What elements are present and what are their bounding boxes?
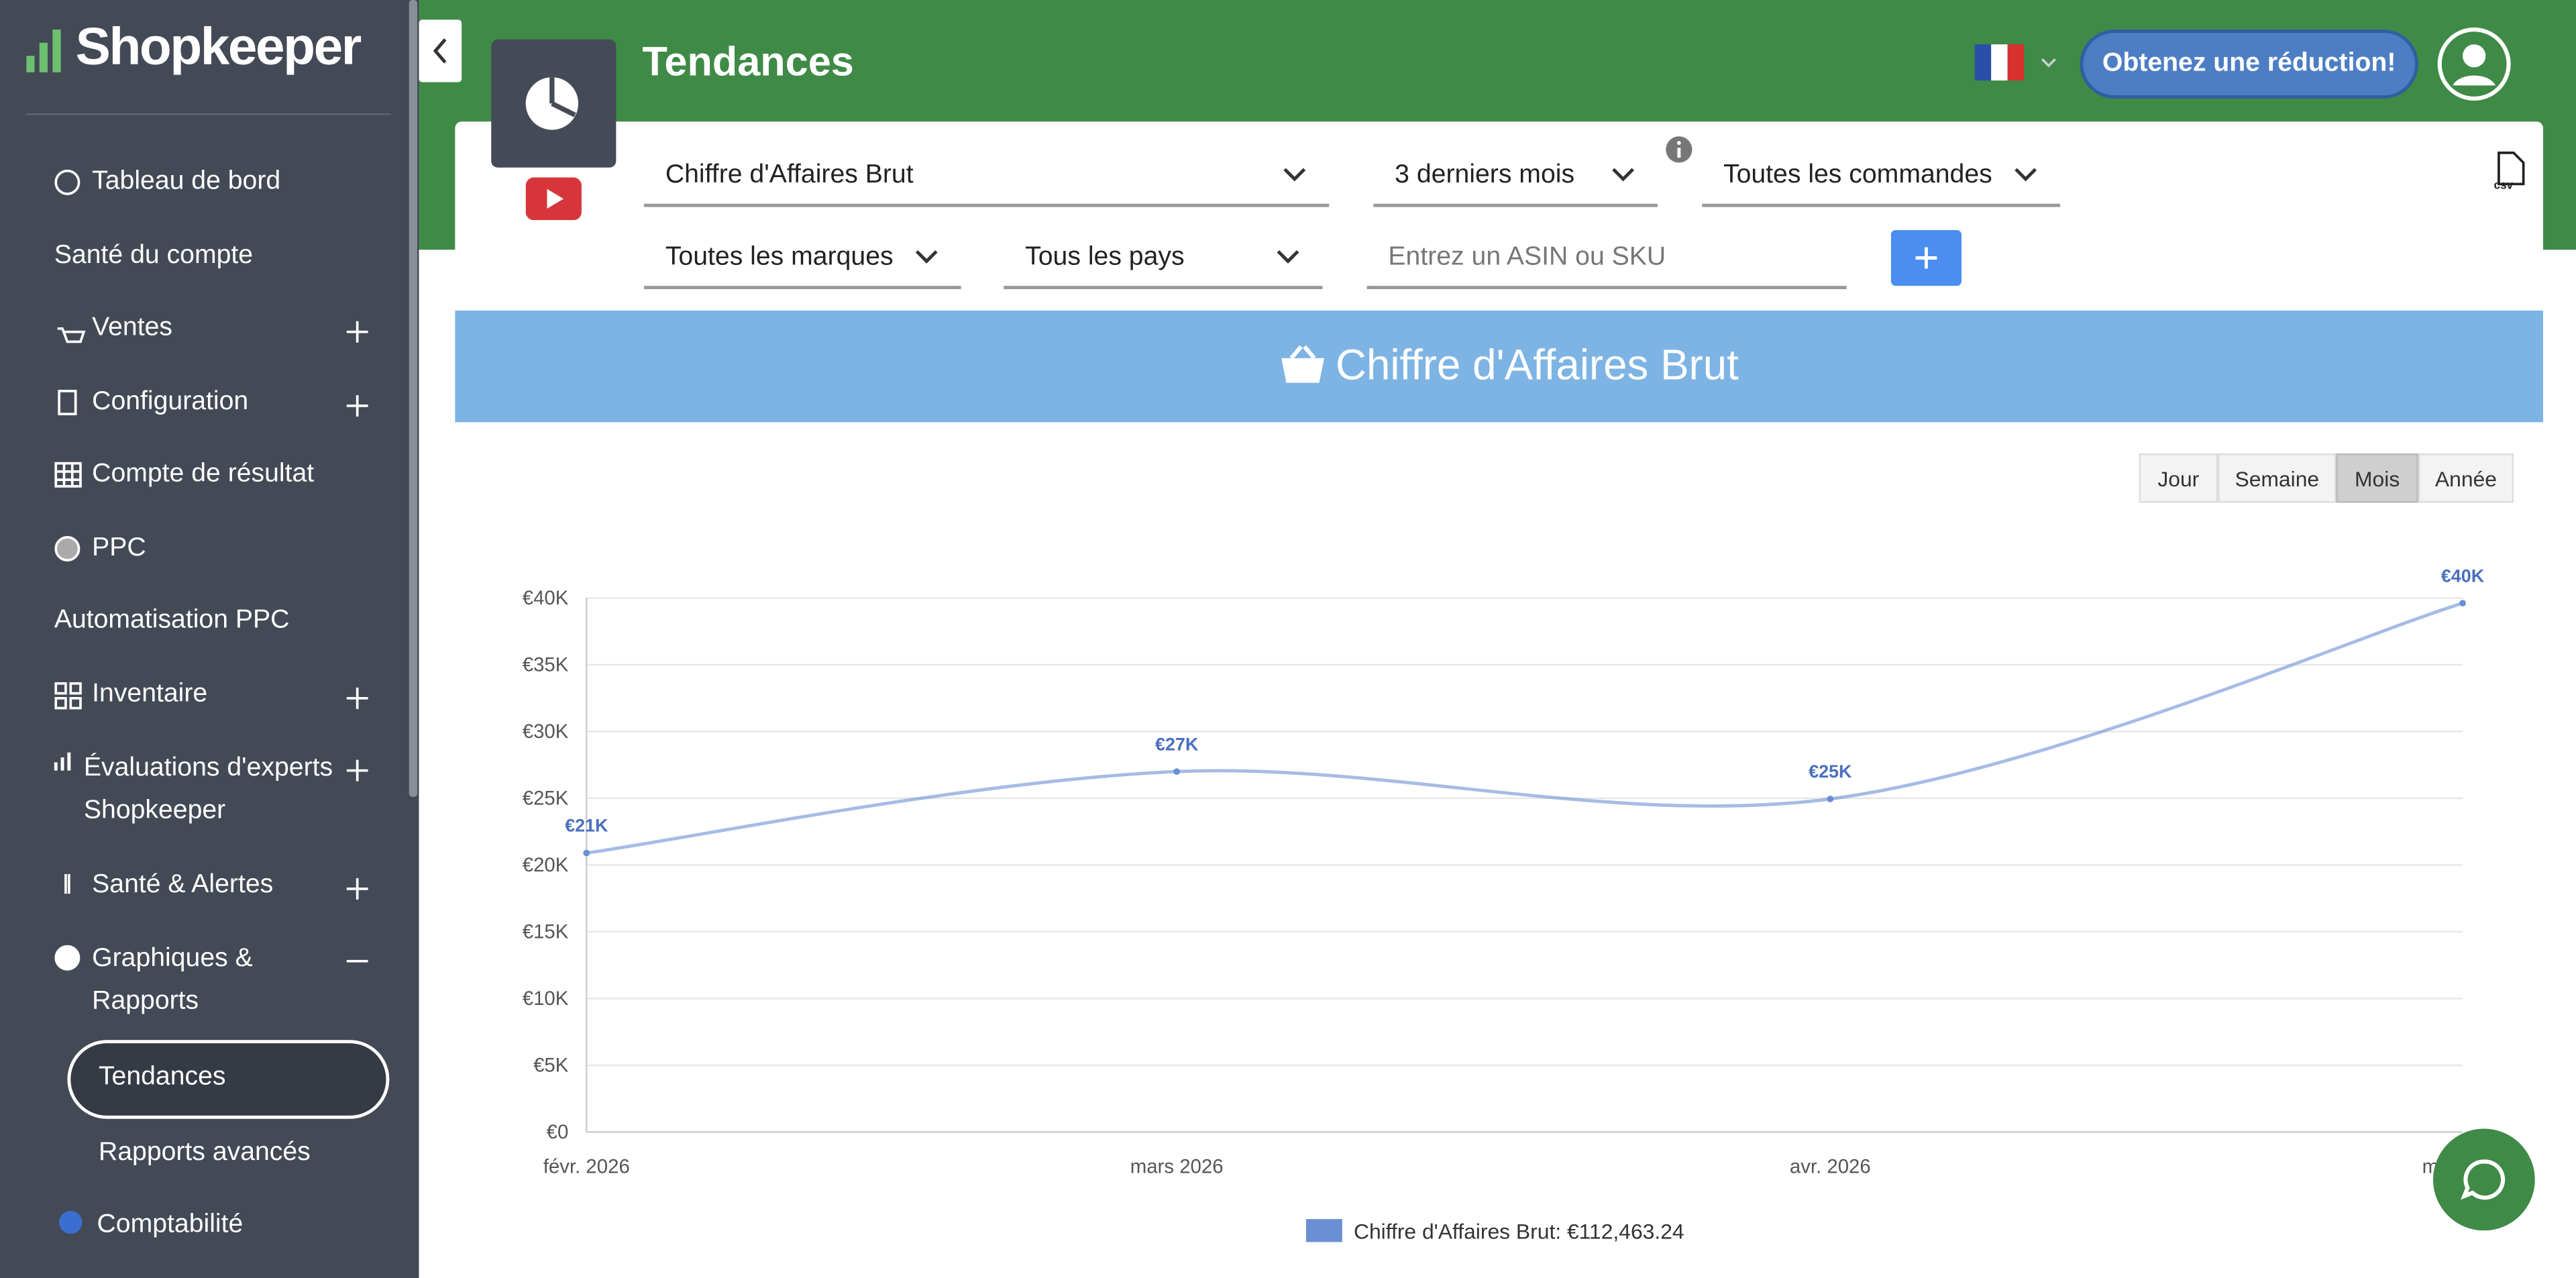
active-pill [67, 1040, 390, 1119]
x-tick-label: avr. 2026 [1790, 1156, 1871, 1178]
granularity-button[interactable]: Jour [2139, 453, 2218, 503]
basket-icon [1281, 345, 1324, 383]
sidebar: Shopkeeper Tableau de bord Santé du comp… [0, 0, 419, 1278]
data-point [1827, 795, 1834, 802]
banner-title: Chiffre d'Affaires Brut [1336, 339, 1739, 390]
metric-dropdown[interactable]: Chiffre d'Affaires Brut [644, 158, 1330, 207]
add-button[interactable] [1890, 229, 1962, 286]
y-tick-label: €5K [533, 1055, 569, 1077]
nav-item[interactable]: Santé du compte [54, 242, 254, 270]
page-title: Tendances [642, 39, 854, 86]
scrollbar [409, 0, 418, 797]
x-tick-label: mars 2026 [1130, 1156, 1224, 1178]
search-input[interactable]: Entrez un ASIN ou SKU [1366, 240, 1847, 290]
nav-item[interactable]: Automatisation PPC [54, 606, 290, 635]
nav-item[interactable]: Tableau de bord [92, 167, 281, 196]
period-dropdown[interactable]: 3 derniers mois [1373, 158, 1658, 207]
nav-item[interactable]: Inventaire [92, 680, 208, 708]
logo: Shopkeeper [75, 16, 362, 76]
nav-item[interactable]: Ventes [92, 313, 172, 342]
countries-dropdown[interactable]: Tous les pays [1004, 240, 1323, 290]
chat-button[interactable] [2432, 1128, 2535, 1231]
nav-item[interactable]: Évaluations d'experts Shopkeeper [83, 754, 333, 825]
x-tick-label: févr. 2026 [543, 1156, 630, 1178]
dropdown-text: Toutes les marques [665, 243, 894, 272]
chevron [1283, 168, 1306, 182]
series-line [586, 601, 2463, 855]
y-tick-label: €0 [547, 1121, 569, 1143]
dropdown-text: Toutes les commandes [1723, 161, 1992, 189]
info-icon[interactable] [1664, 135, 1694, 164]
dropdown-text: Tous les pays [1025, 243, 1185, 272]
granularity-button[interactable]: Année [2418, 453, 2514, 503]
y-tick-label: €35K [523, 654, 569, 676]
divider [26, 113, 391, 115]
chevron [1612, 168, 1635, 182]
report-icon [491, 39, 616, 168]
nav-item[interactable]: Compte de résultat [92, 460, 315, 488]
nav-item[interactable]: Santé & Alertes [92, 870, 274, 899]
chevron [2015, 168, 2037, 182]
language-flag[interactable] [1972, 43, 2063, 86]
file-icon [2498, 151, 2525, 186]
nav-item-active[interactable]: Tendances [98, 1063, 226, 1091]
account-avatar[interactable] [2436, 26, 2512, 102]
chevron [915, 250, 938, 264]
nav-item[interactable]: Comptabilité [97, 1210, 244, 1239]
orders-dropdown[interactable]: Toutes les commandes [1702, 158, 2061, 207]
y-tick-label: €30K [523, 721, 569, 743]
data-point [583, 849, 590, 857]
collapse-button[interactable] [419, 19, 462, 83]
data-point [1173, 768, 1181, 776]
y-tick-label: €15K [523, 921, 569, 943]
y-tick-label: €20K [523, 854, 569, 876]
y-tick-label: €10K [523, 988, 569, 1010]
data-label: €25K [1809, 761, 1852, 782]
nav-item[interactable]: PPC [92, 533, 146, 562]
chart-banner: Chiffre d'Affaires Brut [455, 310, 2544, 423]
nav-icons [54, 169, 368, 1234]
data-label: €40K [2441, 566, 2485, 586]
video-button[interactable] [525, 177, 582, 221]
nav-item[interactable]: Configuration [92, 387, 249, 416]
data-label: €21K [565, 816, 608, 836]
dropdown-text: 3 derniers mois [1395, 161, 1575, 189]
y-tick-label: €40K [523, 587, 569, 609]
legend-label: Chiffre d'Affaires Brut: €112,463.24 [1354, 1220, 1684, 1244]
pie-icon [525, 77, 579, 130]
logo-icon [26, 30, 61, 72]
dropdown-text: Chiffre d'Affaires Brut [665, 161, 914, 189]
legend-swatch [1305, 1219, 1342, 1242]
csv-export[interactable]: csv [2491, 151, 2530, 197]
y-tick-label: €25K [523, 788, 569, 810]
granularity-button[interactable]: Mois [2336, 453, 2418, 503]
data-point [2459, 600, 2466, 607]
chevron-left [433, 38, 447, 64]
granularity-button[interactable]: Semaine [2218, 453, 2337, 503]
discount-button[interactable]: Obtenez une réduction! [2080, 30, 2418, 99]
placeholder: Entrez un ASIN ou SKU [1388, 243, 1666, 272]
nav-item[interactable]: Rapports avancés [98, 1138, 311, 1167]
data-label: €27K [1155, 734, 1199, 754]
chevron [1277, 250, 1299, 264]
csv-label: csv [2493, 180, 2514, 193]
brands-dropdown[interactable]: Toutes les marques [644, 240, 961, 290]
nav-item[interactable]: Graphiques & Rapports [92, 945, 253, 1016]
